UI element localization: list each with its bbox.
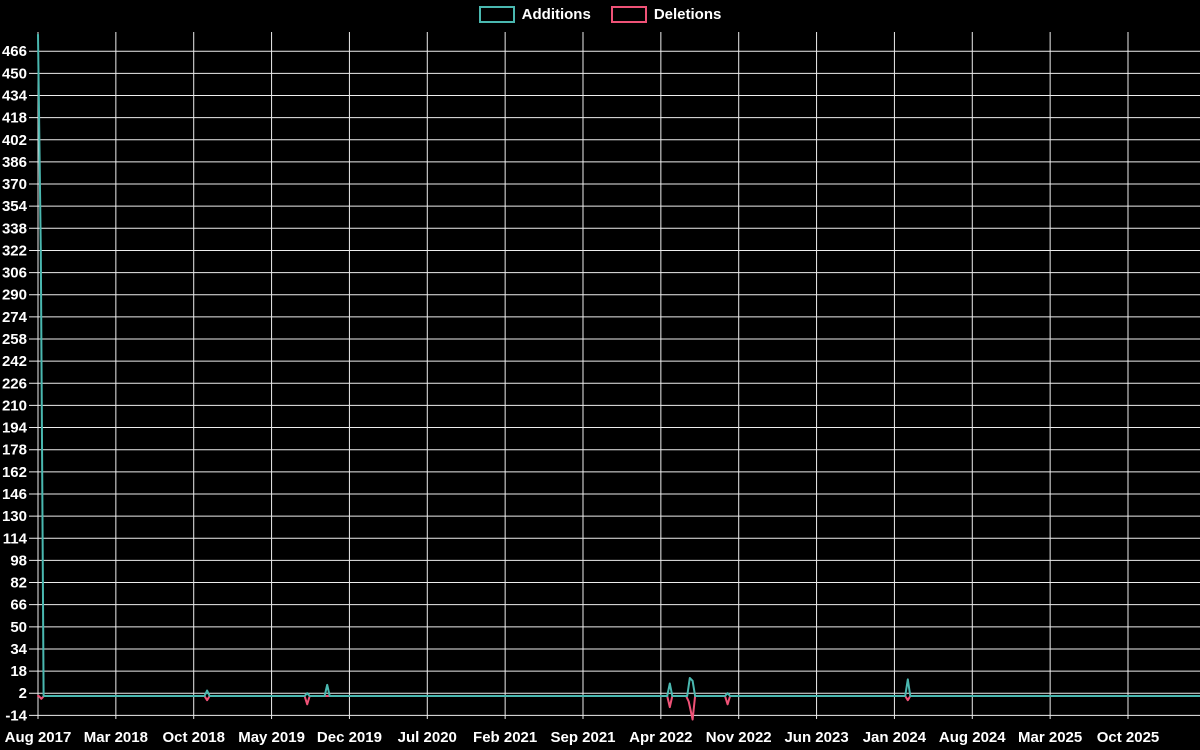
y-tick-label: 402 — [2, 132, 27, 149]
y-tick-label: 114 — [3, 530, 28, 547]
y-tick-label: 2 — [19, 685, 27, 702]
deletions-swatch-icon — [610, 6, 647, 23]
x-tick-label: Aug 2024 — [939, 729, 1006, 746]
y-tick-label: 194 — [2, 420, 28, 437]
y-tick-label: 338 — [2, 220, 27, 237]
y-tick-label: 82 — [10, 575, 27, 592]
x-tick-label: Oct 2018 — [162, 729, 225, 746]
y-tick-label: 274 — [2, 309, 28, 326]
y-tick-label: 66 — [10, 597, 27, 614]
y-tick-label: 306 — [2, 265, 27, 282]
y-tick-label: 178 — [2, 442, 27, 459]
x-tick-label: May 2019 — [238, 729, 305, 746]
x-tick-label: Nov 2022 — [706, 729, 772, 746]
y-tick-label: 210 — [2, 397, 27, 414]
x-tick-label: Aug 2017 — [5, 729, 72, 746]
legend-item-deletions[interactable]: Deletions — [610, 6, 722, 23]
y-tick-label: 242 — [2, 353, 27, 370]
y-tick-label: 370 — [2, 176, 27, 193]
x-tick-label: Mar 2018 — [84, 729, 148, 746]
y-tick-label: 50 — [10, 619, 27, 636]
legend-label-deletions: Deletions — [653, 6, 722, 23]
y-tick-label: 226 — [2, 375, 27, 392]
additions-line — [37, 33, 1200, 697]
y-tick-label: 290 — [2, 287, 27, 304]
y-tick-label: 146 — [2, 486, 27, 503]
y-tick-label: 354 — [2, 198, 28, 215]
y-tick-label: 162 — [2, 464, 27, 481]
y-tick-label: 34 — [10, 641, 27, 658]
y-tick-label: 130 — [2, 508, 27, 525]
x-tick-label: Feb 2021 — [473, 729, 537, 746]
y-tick-label: 98 — [10, 552, 27, 569]
y-tick-label: 322 — [2, 242, 27, 259]
chart-legend: Additions Deletions — [0, 6, 1200, 23]
y-tick-label: 386 — [2, 154, 27, 171]
x-tick-label: Jul 2020 — [398, 729, 457, 746]
x-tick-label: Dec 2019 — [317, 729, 382, 746]
legend-item-additions[interactable]: Additions — [478, 6, 591, 23]
x-tick-label: Mar 2025 — [1018, 729, 1082, 746]
additions-swatch-icon — [478, 6, 515, 23]
y-tick-label: 258 — [2, 331, 27, 348]
x-tick-label: Apr 2022 — [629, 729, 692, 746]
y-tick-label: 450 — [2, 65, 27, 82]
y-tick-label: 418 — [2, 110, 27, 127]
deletions-line — [37, 695, 1200, 721]
x-tick-label: Sep 2021 — [550, 729, 615, 746]
x-tick-label: Jan 2024 — [863, 729, 927, 746]
y-tick-label: 18 — [10, 663, 27, 680]
x-tick-label: Jun 2023 — [784, 729, 848, 746]
x-tick-label: Oct 2025 — [1097, 729, 1160, 746]
y-tick-label: 466 — [2, 43, 27, 60]
y-tick-label: 434 — [2, 87, 28, 104]
y-tick-label: -14 — [5, 707, 27, 724]
legend-label-additions: Additions — [521, 6, 591, 23]
